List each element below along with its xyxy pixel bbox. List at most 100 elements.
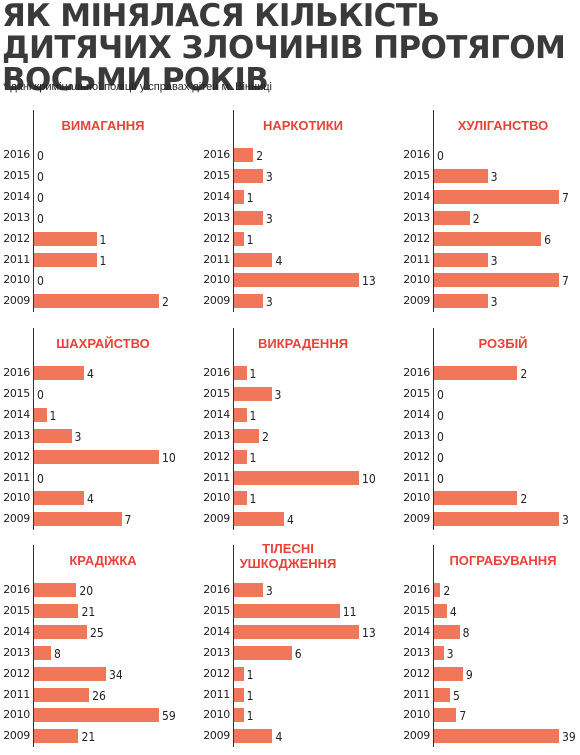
year-label: 2015 xyxy=(403,168,430,182)
chart-panel-7: КРАДІЖКА 2016 20 2015 21 2014 25 2013 8 2012 34 201… xyxy=(2,545,178,755)
value-label: 2 xyxy=(472,211,480,226)
data-bar xyxy=(434,624,460,639)
year-label: 2011 xyxy=(403,252,430,266)
chart-panel-4: ШАХРАЙСТВО 2016 4 2015 0 2014 1 2013 3 2012 10 2011… xyxy=(2,328,178,538)
value-label: 3 xyxy=(274,387,282,402)
year-label: 2011 xyxy=(3,252,30,266)
value-label: 2 xyxy=(162,295,169,310)
year-label: 2015 xyxy=(3,386,30,400)
chart-axis xyxy=(433,110,434,313)
year-label: 2012 xyxy=(403,231,430,245)
chart-title: КРАДІЖКА xyxy=(69,553,137,568)
year-label: 2015 xyxy=(403,386,430,400)
data-bar xyxy=(34,512,122,527)
value-label: 2 xyxy=(443,584,451,598)
data-bar xyxy=(234,210,263,225)
year-label: 2009 xyxy=(203,294,230,308)
value-label: 0 xyxy=(37,471,44,486)
year-label: 2009 xyxy=(3,729,30,743)
year-label: 2014 xyxy=(403,189,430,203)
year-label: 2010 xyxy=(403,273,430,287)
year-label: 2014 xyxy=(403,407,430,421)
chart-panel-1: ВИМАГАННЯ 2016 0 2015 0 2014 0 2013 0 2012 1 2011 1 2… xyxy=(2,110,178,320)
data-bar xyxy=(234,252,273,267)
year-label: 2014 xyxy=(203,624,230,638)
year-label: 2013 xyxy=(203,645,230,659)
value-label: 0 xyxy=(37,274,44,289)
data-bar xyxy=(34,666,107,681)
value-label: 0 xyxy=(37,211,44,226)
data-bar xyxy=(34,687,90,702)
data-bar xyxy=(234,583,263,597)
chart-axis xyxy=(433,545,434,748)
data-bar xyxy=(434,273,559,288)
year-label: 2016 xyxy=(403,148,430,161)
year-label: 2013 xyxy=(203,210,230,224)
data-bar xyxy=(434,645,444,660)
year-label: 2010 xyxy=(403,491,430,505)
data-bar xyxy=(34,729,79,744)
year-label: 2013 xyxy=(3,210,30,224)
chart-axis xyxy=(33,328,34,531)
chart-axis xyxy=(233,328,234,531)
data-bar xyxy=(234,386,272,401)
value-label: 21 xyxy=(81,604,96,619)
value-label: 13 xyxy=(362,274,376,289)
year-label: 2010 xyxy=(3,491,30,505)
value-label: 3 xyxy=(562,513,569,528)
value-label: 1 xyxy=(246,709,254,724)
year-label: 2012 xyxy=(203,231,230,245)
chart-panel-8: ТІЛЕСНІ УШКОДЖЕННЯ 2016 3 2015 11 2014 13 2013 6… xyxy=(202,541,378,755)
year-label: 2012 xyxy=(203,666,230,680)
value-label: 8 xyxy=(462,625,470,640)
data-bar xyxy=(234,491,247,506)
data-bar xyxy=(234,470,359,485)
value-label: 1 xyxy=(246,190,254,205)
value-label: 2 xyxy=(520,367,528,381)
value-label: 7 xyxy=(562,274,569,289)
data-bar xyxy=(234,729,273,744)
value-label: 7 xyxy=(562,190,569,205)
data-bar xyxy=(34,428,72,443)
value-label: 11 xyxy=(342,604,357,619)
value-label: 3 xyxy=(74,429,82,444)
data-bar xyxy=(434,687,451,702)
year-label: 2009 xyxy=(203,512,230,526)
value-label: 0 xyxy=(437,408,444,423)
year-label: 2013 xyxy=(403,210,430,224)
year-label: 2010 xyxy=(203,708,230,722)
data-bar xyxy=(234,168,263,183)
data-bar xyxy=(34,366,84,380)
source-note: * дані кримінальної поліції у справах ді… xyxy=(3,81,272,93)
year-label: 2016 xyxy=(3,148,30,161)
value-label: 1 xyxy=(246,688,254,703)
value-label: 2 xyxy=(256,149,264,163)
year-label: 2009 xyxy=(403,294,430,308)
data-bar xyxy=(434,666,463,681)
data-bar xyxy=(434,603,447,618)
year-label: 2015 xyxy=(203,168,230,182)
data-bar xyxy=(234,708,244,723)
data-bar xyxy=(434,366,518,380)
value-label: 8 xyxy=(53,646,61,661)
value-label: 6 xyxy=(294,646,302,661)
value-label: 1 xyxy=(249,492,257,507)
year-label: 2011 xyxy=(3,687,30,701)
chart-title: ШАХРАЙСТВО xyxy=(56,336,150,351)
value-label: 4 xyxy=(87,367,94,381)
value-label: 3 xyxy=(490,169,498,184)
year-label: 2014 xyxy=(203,407,230,421)
value-label: 10 xyxy=(162,450,176,465)
chart-title: РОЗБІЙ xyxy=(478,336,528,351)
chart-title: ТІЛЕСНІ УШКОДЖЕННЯ xyxy=(239,541,337,571)
value-label: 5 xyxy=(453,688,460,703)
value-label: 20 xyxy=(79,584,94,598)
value-label: 4 xyxy=(449,604,457,619)
value-label: 0 xyxy=(37,387,44,402)
year-label: 2010 xyxy=(203,491,230,505)
chart-title: ПОГРАБУВАННЯ xyxy=(449,553,557,568)
year-label: 2014 xyxy=(403,624,430,638)
data-bar xyxy=(34,603,79,618)
year-label: 2009 xyxy=(403,729,430,743)
year-label: 2016 xyxy=(403,583,430,596)
